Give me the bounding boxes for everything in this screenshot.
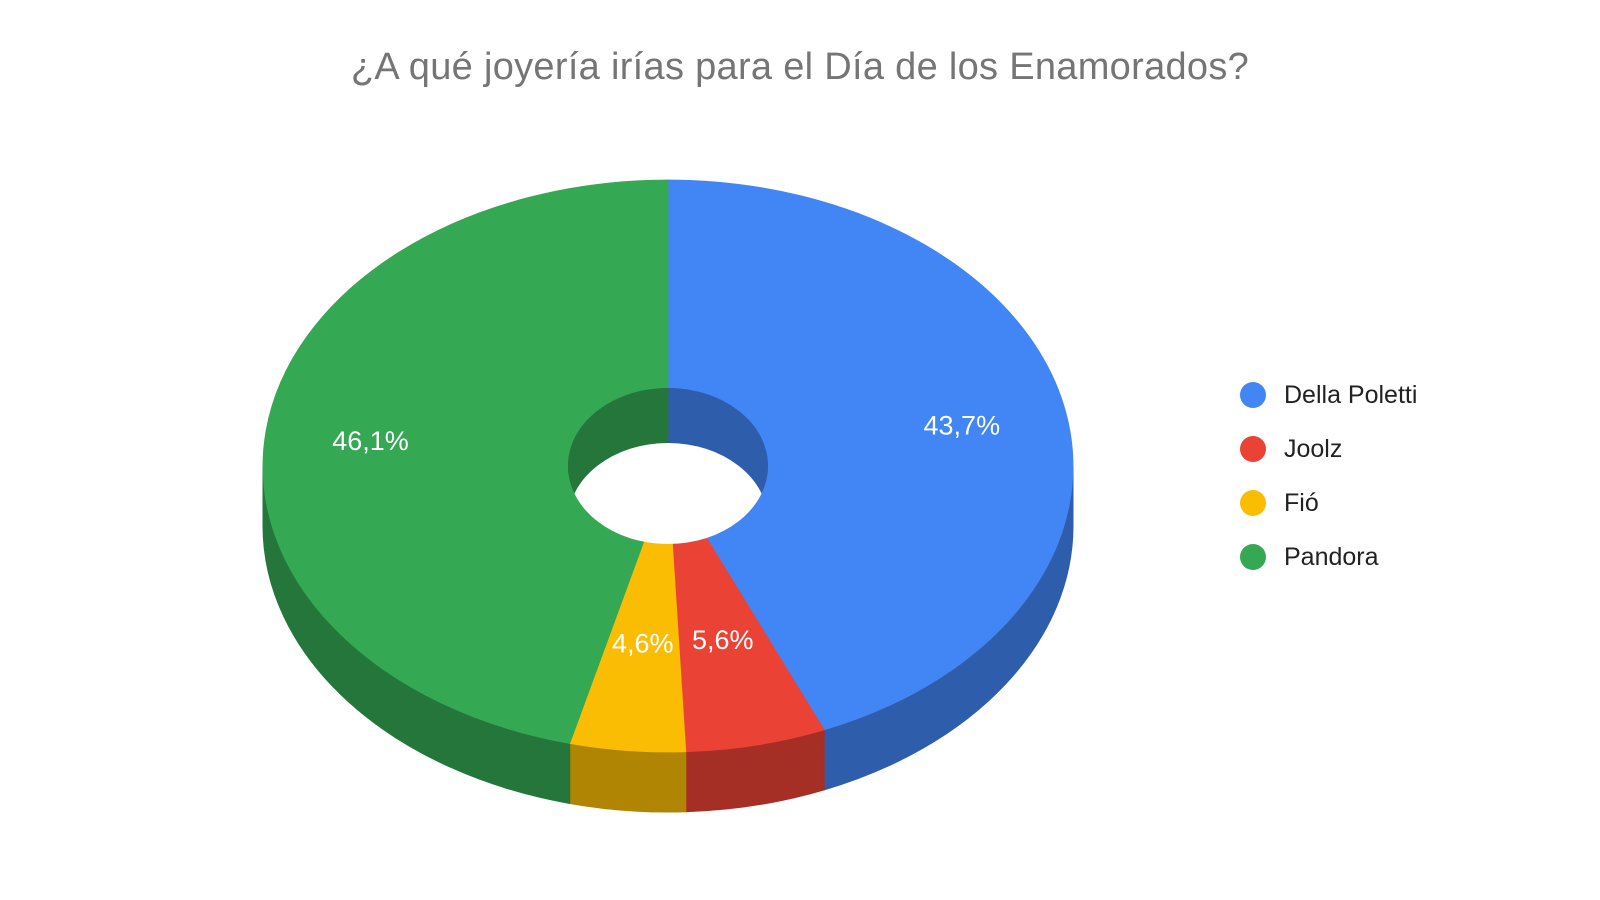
slice-label-pandora: 46,1% [332,426,409,456]
pie-hole [568,388,768,544]
slice-label-fi-: 4,6% [612,628,674,658]
legend-label: Della Poletti [1284,380,1418,409]
legend-swatch [1240,544,1266,570]
legend-label: Joolz [1284,434,1343,463]
pie-slices [262,179,1074,753]
legend-item: Joolz [1240,422,1540,476]
hole-opening [568,443,768,544]
legend-swatch [1240,490,1266,516]
legend-item: Fió [1240,476,1540,530]
chart-title: ¿A qué joyería irías para el Día de los … [350,46,1250,88]
legend-swatch [1240,436,1266,462]
slice-labels: 43,7% 5,6% 4,6% 46,1% [332,410,1000,658]
pie-side-walls [262,465,1074,813]
side-wall-fi- [569,742,687,813]
legend-swatch [1240,382,1266,408]
slice-label-della-poletti: 43,7% [924,410,1001,440]
chart-legend: Della Poletti Joolz Fió Pandora [1240,368,1540,584]
slice-label-joolz: 5,6% [692,625,754,655]
legend-label: Fió [1284,488,1319,517]
legend-item: Della Poletti [1240,368,1540,422]
legend-label: Pandora [1284,542,1379,571]
legend-item: Pandora [1240,530,1540,584]
